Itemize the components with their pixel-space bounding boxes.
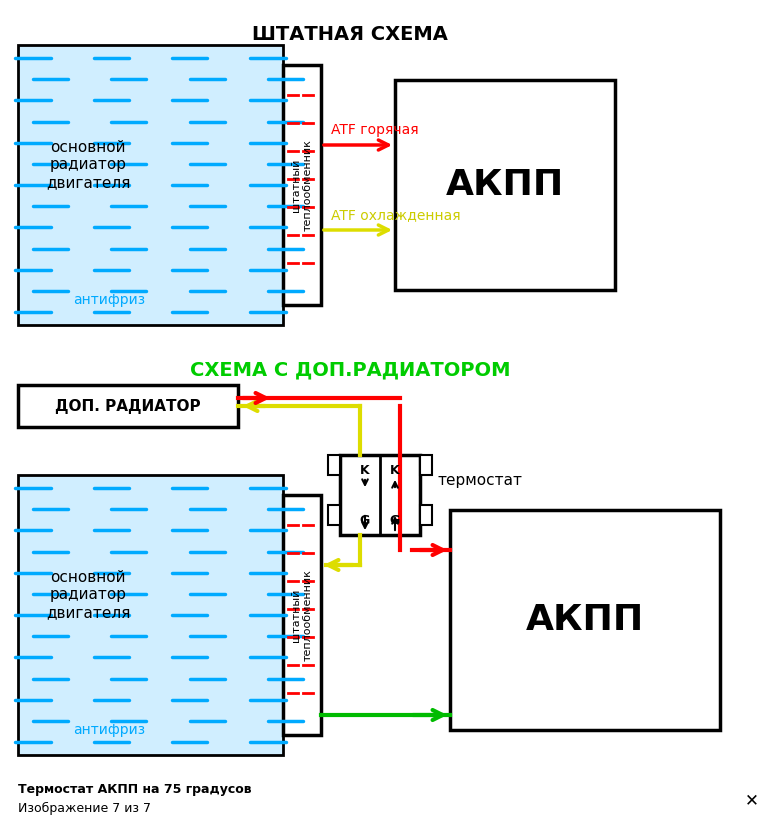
Text: G: G	[390, 514, 400, 527]
Text: СХЕМА С ДОП.РАДИАТОРОМ: СХЕМА С ДОП.РАДИАТОРОМ	[190, 360, 510, 379]
Bar	[328, 505, 340, 525]
Bar	[340, 455, 420, 535]
Bar	[395, 80, 615, 290]
Text: ✕: ✕	[745, 791, 759, 809]
Bar	[450, 510, 720, 730]
Text: ATF охлажденная: ATF охлажденная	[331, 208, 460, 222]
Text: штатный
теплообменник: штатный теплообменник	[291, 139, 313, 231]
Text: антифриз: антифриз	[73, 293, 145, 307]
Text: АКПП: АКПП	[446, 168, 564, 202]
Text: ШТАТНАЯ СХЕМА: ШТАТНАЯ СХЕМА	[252, 25, 448, 44]
Text: K: K	[360, 463, 370, 476]
Bar	[18, 385, 238, 427]
Text: термостат: термостат	[437, 472, 522, 487]
Text: Термостат АКПП на 75 градусов: Термостат АКПП на 75 градусов	[18, 783, 252, 796]
Text: K: K	[390, 463, 400, 476]
Text: антифриз: антифриз	[73, 723, 145, 737]
Text: ATF горячая: ATF горячая	[331, 123, 419, 137]
Text: основной
радиатор
двигателя: основной радиатор двигателя	[46, 570, 130, 620]
Text: G: G	[360, 514, 370, 527]
Bar	[420, 505, 432, 525]
Text: ДОП. РАДИАТОР: ДОП. РАДИАТОР	[55, 399, 201, 414]
Bar	[18, 45, 283, 325]
Bar	[328, 455, 340, 475]
Bar	[18, 475, 283, 755]
Bar	[283, 65, 321, 305]
Text: АКПП: АКПП	[526, 603, 644, 637]
Text: штатный
теплообменник: штатный теплообменник	[291, 569, 313, 661]
Bar	[283, 495, 321, 735]
Bar	[420, 455, 432, 475]
Text: основной
радиатор
двигателя: основной радиатор двигателя	[46, 140, 130, 190]
Text: Изображение 7 из 7: Изображение 7 из 7	[18, 801, 151, 815]
